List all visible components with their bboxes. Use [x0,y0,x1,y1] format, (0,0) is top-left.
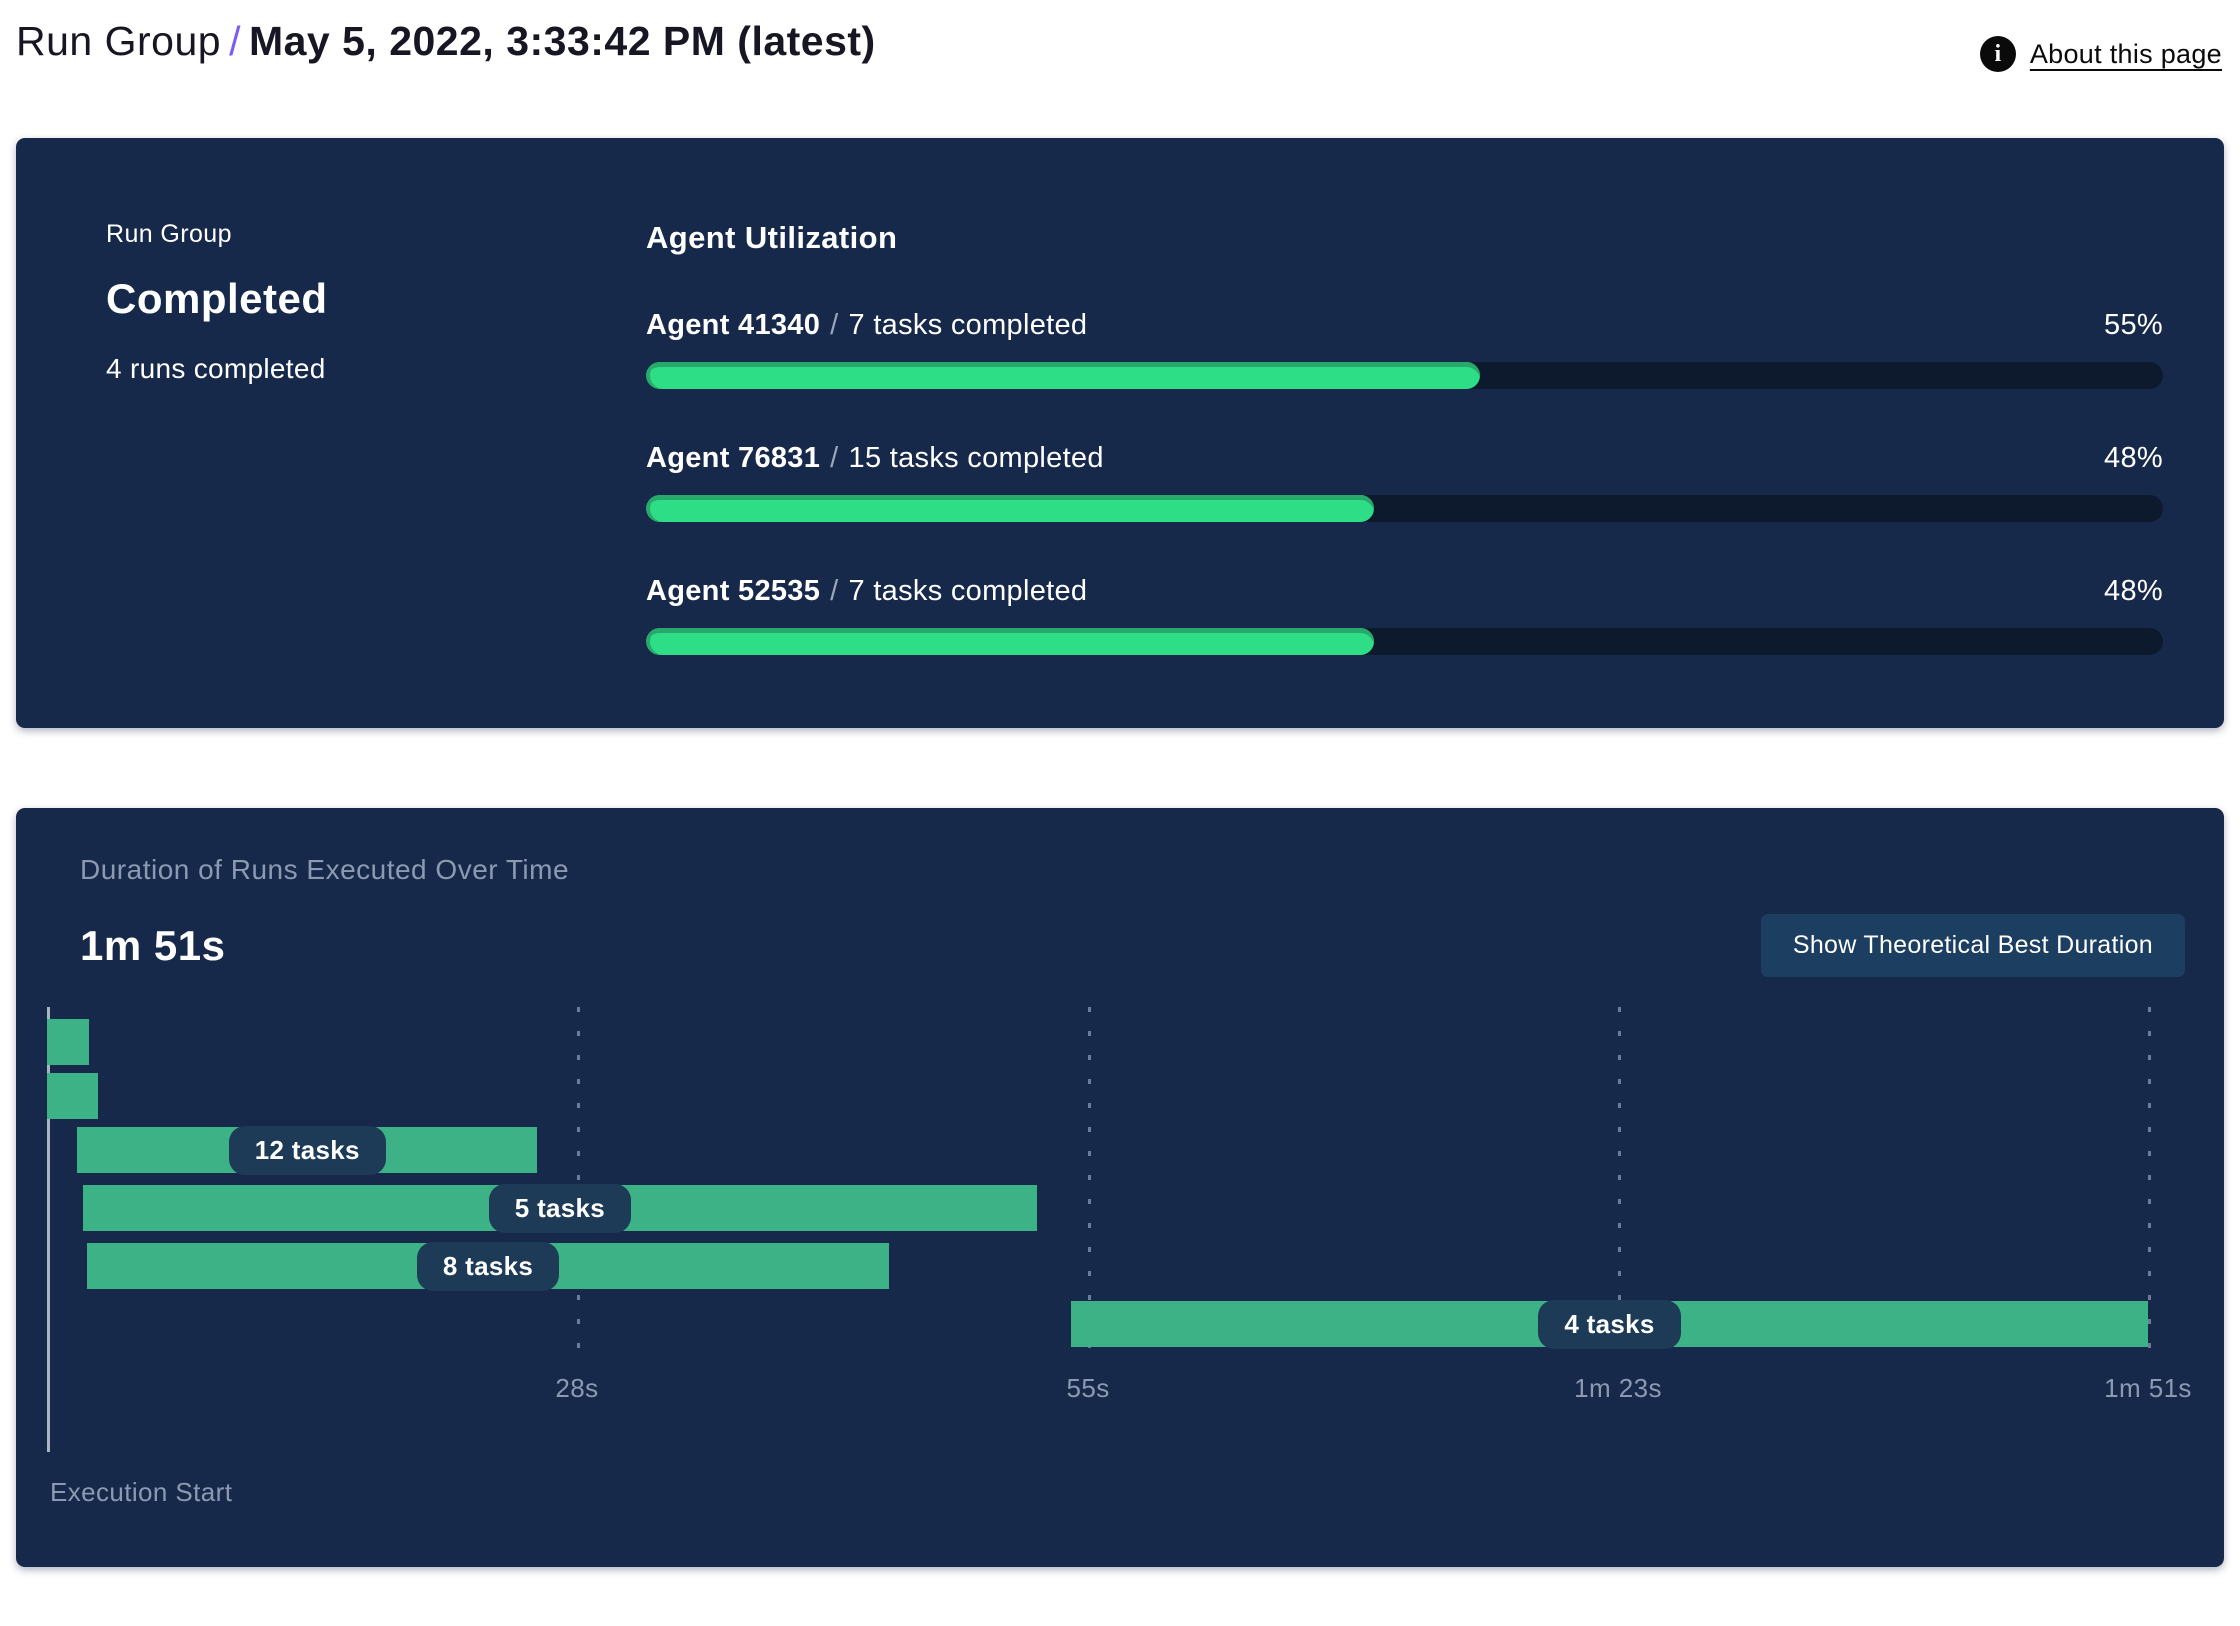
duration-chart-subtitle: Duration of Runs Executed Over Time [80,854,570,885]
execution-start-label: Execution Start [50,1477,233,1507]
run-bar[interactable]: 5 tasks [82,1183,1037,1233]
x-axis-tick-label: 28s [555,1373,599,1403]
agent-separator: / [830,575,839,607]
runs-completed-count: 4 runs completed [106,353,326,384]
agent-tasks-completed: 15 tasks completed [848,442,1104,474]
chart-gridline [1618,1007,1622,1359]
duration-chart-panel: Duration of Runs Executed Over Time 1m 5… [16,808,2224,1567]
run-bar[interactable] [47,1073,99,1119]
agent-progress-fill [646,495,1375,522]
agent-tasks-completed: 7 tasks completed [848,575,1088,607]
breadcrumb-separator: / [229,18,241,64]
agent-name: Agent 76831 [646,442,821,474]
about-this-page[interactable]: i About this page [1979,36,2222,72]
agent-name: Agent 52535 [646,575,821,607]
run-bar[interactable]: 12 tasks [77,1125,538,1175]
page-title: Run Group / May 5, 2022, 3:33:42 PM (lates… [16,14,876,65]
agent-utilization-title: Agent Utilization [646,220,898,255]
agent-progress-track [646,628,2163,655]
agent-progress-fill [646,362,1481,389]
agent-progress-fill [646,628,1375,655]
agent-utilization-percent: 55% [2104,309,2163,341]
x-axis-tick-label: 55s [1066,1373,1110,1403]
x-axis-tick-label: 1m 23s [1574,1373,1662,1403]
chart-gridline [2148,1007,2151,1359]
agent-utilization-section: Agent Utilization Agent 41340 / 7 tasks … [646,220,2163,728]
agent-name: Agent 41340 [646,309,821,341]
run-group-summary-panel: Run Group Completed 4 runs completed Age… [16,138,2224,728]
show-theoretical-best-duration-button[interactable]: Show Theoretical Best Duration [1760,914,2185,977]
page-header: Run Group / May 5, 2022, 3:33:42 PM (lates… [0,0,2240,72]
agent-separator: / [830,309,839,341]
run-group-status: Completed [106,275,328,322]
total-duration-value: 1m 51s [80,921,226,969]
about-link[interactable]: About this page [2029,38,2222,69]
agent-utilization-percent: 48% [2104,575,2163,607]
info-icon[interactable]: i [1979,36,2016,72]
execution-start-axis-line [47,1007,50,1452]
run-task-count-pill: 8 tasks [416,1241,560,1291]
agent-tasks-completed: 7 tasks completed [848,309,1088,341]
agent-utilization-row: Agent 52535 / 7 tasks completed 48% [646,575,2163,655]
run-group-date-title: May 5, 2022, 3:33:42 PM (latest) [248,18,876,64]
agent-utilization-row: Agent 41340 / 7 tasks completed 55% [646,309,2163,389]
agent-utilization-percent: 48% [2104,442,2163,474]
run-bar[interactable]: 4 tasks [1071,1299,2148,1349]
run-group-status-block: Run Group Completed 4 runs completed [106,220,646,728]
run-bar[interactable] [47,1019,89,1065]
run-task-count-pill: 12 tasks [228,1125,386,1175]
chart-gridline [1088,1007,1092,1359]
x-axis-tick-label: 1m 51s [2104,1373,2192,1403]
agent-progress-track [646,362,2163,389]
agent-utilization-row: Agent 76831 / 15 tasks completed 48% [646,442,2163,522]
run-task-count-pill: 4 tasks [1538,1299,1681,1349]
run-bar[interactable]: 8 tasks [86,1241,890,1291]
agent-separator: / [830,442,839,474]
run-task-count-pill: 5 tasks [488,1183,632,1233]
chart-gridline [576,1007,580,1359]
breadcrumb: Run Group [16,18,222,64]
run-group-label: Run Group [106,220,232,248]
duration-gantt-chart: Execution Start 28s 55s 1m 23s 1m 51s 12 tas… [47,1007,2191,1512]
agent-progress-track [646,495,2163,522]
